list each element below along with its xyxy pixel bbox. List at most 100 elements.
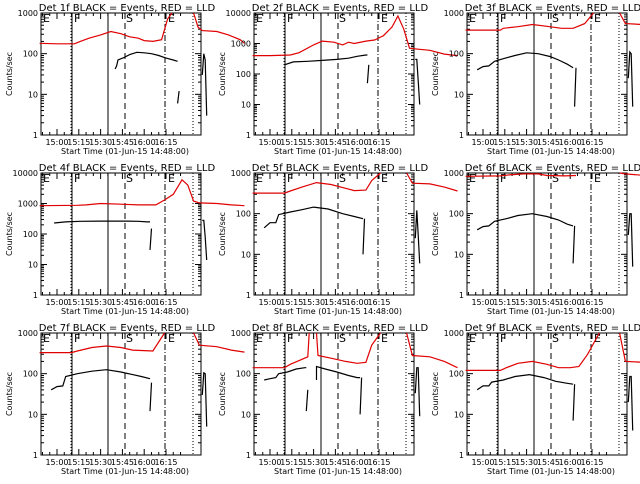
marker-label-e: E xyxy=(168,172,175,185)
x-tick-label: 15:15 xyxy=(67,298,90,307)
panel-det-5: Det 5f BLACK = Events, RED = LLD 1 10 100 10… xyxy=(218,163,458,316)
series-lld-red xyxy=(252,172,381,194)
y-tick-label: 1000 xyxy=(18,9,38,18)
x-tick-label: 16:00 xyxy=(559,458,582,467)
x-tick-label: 16:00 xyxy=(346,298,369,307)
plot-frame xyxy=(40,172,202,296)
series-events-black xyxy=(202,219,208,261)
marker-label-s: S xyxy=(126,12,133,25)
x-tick-label: 16:00 xyxy=(346,458,369,467)
series-events-black xyxy=(476,373,574,391)
x-tick-label: 16:15 xyxy=(580,458,603,467)
x-tick-label: 16:15 xyxy=(154,458,177,467)
x-tick-label: 16:00 xyxy=(133,458,156,467)
x-tick-label: 16:00 xyxy=(559,138,582,147)
y-tick-label: 100 xyxy=(236,370,251,379)
series-lld-red xyxy=(193,332,245,353)
x-tick-label: 15:45 xyxy=(537,298,560,307)
marker-label-e: E xyxy=(381,172,388,185)
marker-label-e: E xyxy=(43,332,50,345)
y-axis-label: Counts/sec xyxy=(5,52,14,96)
y-tick-label: 1000 xyxy=(444,9,464,18)
series-events-black xyxy=(201,53,208,116)
y-axis-label: Counts/sec xyxy=(218,52,227,96)
y-tick-label: 1 xyxy=(246,451,251,460)
marker-label-e: E xyxy=(256,332,263,345)
series-lld-red xyxy=(619,12,640,25)
marker-label-f: F xyxy=(500,12,506,25)
panel-det-7: Det 7f BLACK = Events, RED = LLD 1 10 100 10… xyxy=(5,323,245,476)
panel-title: Det 6f BLACK = Events, RED = LLD xyxy=(465,163,640,174)
y-tick-label: 1 xyxy=(33,451,38,460)
y-axis-label: Counts/sec xyxy=(218,372,227,416)
y-axis-label: Counts/sec xyxy=(218,212,227,256)
y-tick-label: 1000 xyxy=(18,329,38,338)
x-tick-label: 15:30 xyxy=(515,298,538,307)
series-events-black xyxy=(114,51,178,70)
x-tick-label: 15:45 xyxy=(537,458,560,467)
panel-title: Det 3f BLACK = Events, RED = LLD xyxy=(465,3,640,14)
y-tick-label: 1000 xyxy=(231,329,251,338)
marker-label-e: E xyxy=(469,12,476,25)
marker-label-e: E xyxy=(168,332,175,345)
x-tick-label: 15:00 xyxy=(258,458,281,467)
x-tick-label: 15:45 xyxy=(111,138,134,147)
x-tick-label: 15:30 xyxy=(302,138,325,147)
y-tick-label: 10 xyxy=(241,101,251,110)
marker-label-e: E xyxy=(594,172,601,185)
marker-label-s: S xyxy=(126,172,133,185)
series-events-black xyxy=(177,91,180,104)
y-tick-label: 10 xyxy=(28,410,38,419)
panel-det-8: Det 8f BLACK = Events, RED = LLD 1 10 100 10… xyxy=(218,323,458,476)
series-events-black xyxy=(263,206,364,229)
plot-frame xyxy=(466,332,628,456)
x-tick-label: 15:30 xyxy=(515,138,538,147)
panel-title: Det 1f BLACK = Events, RED = LLD xyxy=(39,3,216,14)
x-tick-label: 15:30 xyxy=(302,458,325,467)
series-events-black xyxy=(362,218,366,255)
plot-frame xyxy=(253,332,415,456)
series-events-black xyxy=(627,50,634,107)
x-tick-label: 15:45 xyxy=(324,138,347,147)
y-tick-label: 1 xyxy=(33,291,38,300)
y-tick-label: 100 xyxy=(449,370,464,379)
x-tick-label: 15:30 xyxy=(89,298,112,307)
x-axis-label: Start Time (01-Jun-15 14:48:00) xyxy=(274,467,402,476)
y-axis-label: Counts/sec xyxy=(5,372,14,416)
x-tick-label: 16:15 xyxy=(154,298,177,307)
x-tick-label: 16:15 xyxy=(580,138,603,147)
x-tick-label: 15:15 xyxy=(67,138,90,147)
panel-det-1: Det 1f BLACK = Events, RED = LLD 1 10 100 10… xyxy=(5,3,245,156)
y-tick-label: 10000 xyxy=(226,9,251,18)
marker-label-s: S xyxy=(552,172,559,185)
series-events-black xyxy=(366,64,370,84)
series-events-black xyxy=(149,382,153,412)
series-events-black xyxy=(627,213,634,267)
series-lld-red xyxy=(252,332,310,369)
marker-label-s: S xyxy=(552,332,559,345)
x-tick-label: 16:15 xyxy=(367,458,390,467)
x-tick-label: 15:15 xyxy=(493,458,516,467)
y-tick-label: 100 xyxy=(23,370,38,379)
y-tick-label: 100 xyxy=(236,70,251,79)
y-tick-label: 10000 xyxy=(13,169,38,178)
series-lld-red xyxy=(619,172,640,176)
series-events-black xyxy=(414,367,421,417)
series-lld-red xyxy=(252,14,458,57)
x-tick-label: 15:15 xyxy=(67,458,90,467)
x-tick-label: 16:00 xyxy=(346,138,369,147)
y-tick-label: 100 xyxy=(449,50,464,59)
panel-title: Det 9f BLACK = Events, RED = LLD xyxy=(465,323,640,334)
marker-label-e: E xyxy=(469,172,476,185)
panel-det-4: Det 4f BLACK = Events, RED = LLD 1 10 100 10… xyxy=(5,163,245,316)
x-tick-label: 15:00 xyxy=(45,458,68,467)
series-events-black xyxy=(284,54,368,66)
plot-frame xyxy=(253,172,415,296)
y-tick-label: 10 xyxy=(241,250,251,259)
series-lld-red xyxy=(39,178,245,207)
series-events-black xyxy=(264,367,307,381)
x-tick-label: 15:30 xyxy=(89,138,112,147)
series-events-black xyxy=(476,213,574,231)
marker-label-f: F xyxy=(74,332,80,345)
panel-det-2: Det 2f BLACK = Events, RED = LLD 1 10 100 10… xyxy=(218,3,458,156)
